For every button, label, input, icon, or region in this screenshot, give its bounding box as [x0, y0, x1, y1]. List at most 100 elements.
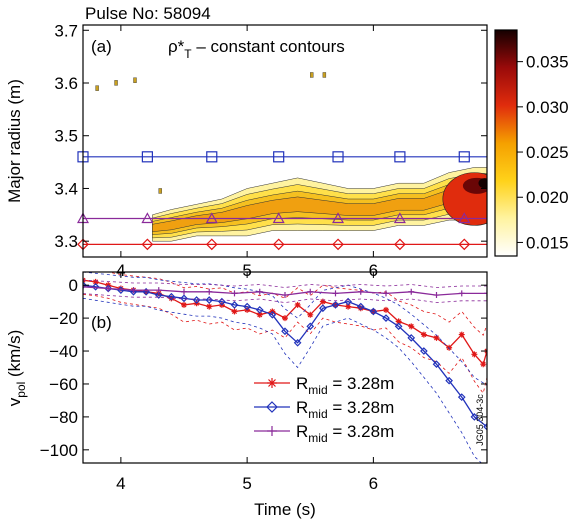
x-tick-label: 4 — [116, 474, 125, 493]
data-point — [130, 287, 137, 294]
triangle-marker — [332, 212, 345, 224]
panel-a-ticks: 4 5 6 3.3 3.4 3.5 3.6 3.7 — [54, 21, 487, 280]
y-tick-label: 3.5 — [54, 127, 78, 146]
data-point — [394, 322, 403, 331]
contour-speck — [158, 188, 162, 194]
diamond-marker — [332, 238, 344, 251]
data-point — [407, 334, 416, 342]
data-point — [383, 290, 389, 297]
data-point — [256, 311, 263, 318]
contour-speck — [114, 80, 118, 86]
data-point — [230, 301, 239, 309]
legend-marker — [266, 401, 278, 413]
triangle-marker — [393, 212, 406, 224]
diamond-marker — [394, 238, 406, 251]
data-point — [420, 347, 428, 355]
colorbar-tick-label: 0.025 — [526, 143, 569, 162]
data-point — [307, 288, 314, 295]
y-tick-label: −40 — [49, 342, 78, 361]
data-point — [433, 292, 440, 299]
triangle-marker — [272, 212, 285, 224]
legend-label: Rmid = 3.28m — [296, 374, 394, 397]
contour-speck — [133, 77, 137, 83]
panel-b-ticks: 4 5 6 0 −20 −40 −60 −80 −100 — [40, 272, 487, 493]
panel-b-xlabel: Time (s) — [254, 500, 316, 519]
data-point — [484, 290, 487, 297]
data-point — [408, 323, 415, 330]
error-envelope — [83, 272, 487, 386]
data-point — [255, 306, 264, 314]
square-marker — [458, 151, 470, 163]
data-point — [433, 334, 440, 341]
data-point — [331, 301, 340, 309]
data-point — [382, 314, 390, 322]
data-point — [206, 303, 213, 310]
data-point — [243, 302, 251, 311]
x-tick-label: 5 — [242, 261, 251, 280]
data-point — [206, 288, 213, 295]
data-point — [445, 376, 453, 385]
error-envelope — [83, 293, 487, 304]
data-point — [480, 361, 487, 368]
data-point — [180, 294, 188, 303]
diamond-marker — [141, 238, 154, 251]
legend-label: Rmid = 3.28m — [296, 398, 394, 421]
data-point — [282, 315, 288, 322]
legend-item: Rmid = 3.28m — [254, 398, 394, 421]
y-tick-label: 3.3 — [54, 232, 78, 251]
error-envelope — [83, 297, 482, 463]
colorbar: 0.015 0.020 0.025 0.030 0.035 — [494, 29, 569, 257]
data-point — [457, 393, 466, 401]
series-line — [83, 279, 487, 366]
contour-speck — [310, 72, 314, 78]
legend-marker — [267, 378, 277, 388]
contour-speck — [322, 72, 327, 78]
data-point — [420, 331, 427, 338]
legend-item: Rmid = 3.28m — [254, 422, 394, 445]
data-point — [83, 281, 87, 290]
data-point — [446, 344, 453, 351]
y-tick-label: −80 — [49, 408, 78, 427]
data-point — [168, 295, 175, 302]
square-marker — [394, 151, 406, 163]
panel-a-ylabel: Major radius (m) — [5, 79, 24, 203]
square-marker — [141, 151, 153, 163]
data-point — [155, 287, 162, 294]
data-point — [293, 338, 302, 347]
data-point — [319, 304, 327, 313]
data-point — [432, 360, 441, 369]
data-point — [345, 303, 352, 310]
y-tick-label: 0 — [69, 276, 78, 295]
panel-b-ylabel: vpol (km/s) — [5, 330, 28, 406]
data-point — [105, 285, 112, 292]
data-point — [458, 331, 465, 338]
legend-marker — [267, 426, 277, 436]
data-point — [256, 288, 263, 295]
error-envelope — [106, 272, 487, 336]
panel-b-label: (b) — [91, 313, 112, 332]
x-tick-label: 6 — [369, 261, 378, 280]
colorbar-tick-label: 0.015 — [526, 233, 569, 252]
data-point — [282, 292, 288, 299]
x-tick-label: 4 — [116, 261, 125, 280]
y-tick-label: 3.7 — [54, 21, 78, 40]
y-tick-label: 3.6 — [54, 74, 78, 93]
pulse-label: Pulse No: 58094 — [85, 4, 211, 23]
data-point — [307, 311, 314, 318]
panel-a-title: ρ*T – constant contours — [168, 37, 345, 61]
data-point — [395, 318, 402, 325]
y-tick-label: −60 — [49, 375, 78, 394]
data-point — [142, 287, 150, 296]
data-point — [369, 307, 378, 316]
series-line — [83, 284, 487, 428]
data-point — [83, 283, 86, 290]
triangle-marker — [141, 212, 154, 224]
data-point — [167, 292, 176, 301]
colorbar-tick-label: 0.020 — [526, 188, 569, 207]
data-point — [483, 422, 487, 431]
data-point — [129, 287, 138, 296]
y-tick-label: −100 — [40, 441, 78, 460]
velocity-series — [83, 272, 487, 463]
data-point — [155, 290, 162, 297]
data-point — [181, 288, 187, 295]
